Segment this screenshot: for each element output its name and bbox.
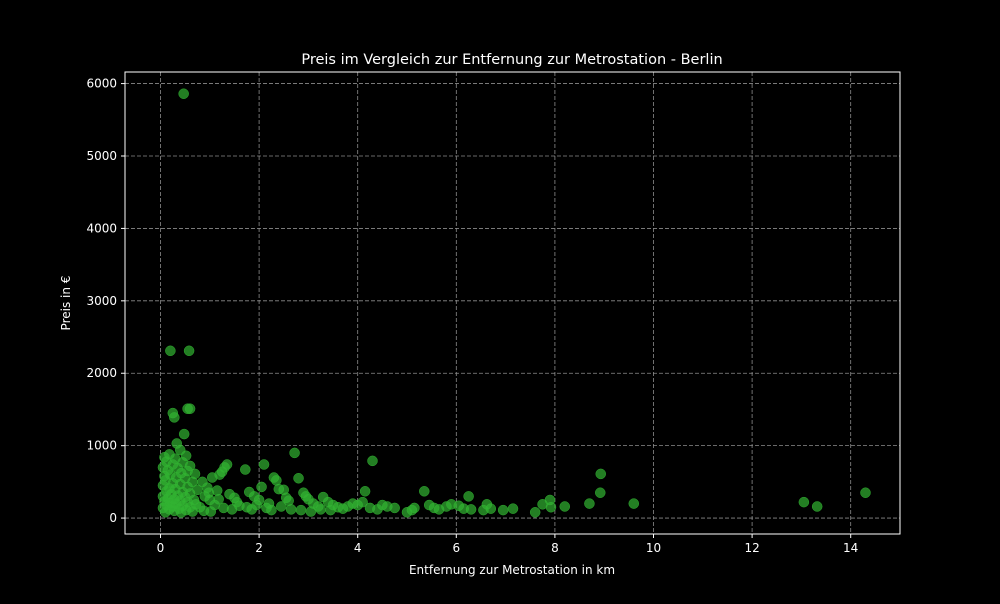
data-point bbox=[545, 501, 557, 513]
data-point bbox=[160, 507, 171, 518]
data-point bbox=[305, 506, 317, 517]
data-point bbox=[497, 504, 509, 516]
data-point bbox=[485, 503, 497, 514]
data-point bbox=[175, 507, 187, 518]
y-tick-label: 4000 bbox=[86, 221, 117, 235]
y-tick-label: 5000 bbox=[86, 149, 117, 163]
data-point bbox=[315, 504, 326, 515]
data-point bbox=[325, 504, 336, 516]
data-point bbox=[295, 504, 307, 516]
data-point bbox=[213, 493, 224, 505]
y-tick-label: 6000 bbox=[86, 77, 117, 91]
data-point bbox=[169, 412, 180, 423]
data-point bbox=[419, 486, 430, 497]
y-tick-label: 1000 bbox=[86, 439, 117, 453]
x-axis-ticks: 0 2 4 6 8 10 12 14 bbox=[157, 534, 858, 555]
x-tick-label: 10 bbox=[646, 541, 661, 555]
grid bbox=[125, 72, 900, 534]
data-point bbox=[367, 455, 378, 467]
data-point bbox=[285, 504, 297, 515]
data-point bbox=[529, 507, 541, 518]
data-point bbox=[798, 496, 810, 508]
x-tick-label: 14 bbox=[843, 541, 858, 555]
data-point bbox=[205, 506, 217, 517]
y-tick-label: 0 bbox=[109, 511, 117, 525]
data-point bbox=[465, 504, 477, 515]
data-point bbox=[276, 501, 287, 512]
data-point bbox=[256, 481, 267, 493]
x-tick-label: 8 bbox=[551, 541, 559, 555]
data-point bbox=[203, 487, 215, 498]
data-point bbox=[178, 428, 190, 440]
data-point bbox=[266, 504, 277, 516]
data-point bbox=[221, 459, 233, 470]
data-point bbox=[183, 345, 195, 357]
data-point bbox=[359, 486, 371, 497]
data-point bbox=[251, 499, 262, 511]
data-point bbox=[178, 88, 189, 99]
y-axis-ticks: 0 1000 2000 3000 4000 5000 6000 bbox=[86, 77, 125, 525]
data-points bbox=[157, 88, 871, 518]
y-tick-label: 3000 bbox=[86, 294, 117, 308]
data-point bbox=[628, 498, 640, 509]
x-tick-label: 4 bbox=[354, 541, 362, 555]
data-point bbox=[218, 502, 229, 514]
data-point bbox=[258, 459, 270, 470]
x-axis-label: Entfernung zur Metrostation in km bbox=[409, 563, 615, 577]
data-point bbox=[595, 468, 606, 480]
data-point bbox=[357, 496, 368, 508]
data-point bbox=[463, 491, 474, 502]
y-tick-label: 2000 bbox=[86, 366, 117, 380]
x-tick-label: 6 bbox=[452, 541, 460, 555]
data-point bbox=[271, 475, 282, 486]
data-point bbox=[584, 498, 595, 509]
data-point bbox=[165, 345, 176, 357]
data-point bbox=[240, 464, 251, 475]
data-point bbox=[595, 487, 606, 498]
data-point bbox=[184, 403, 196, 414]
x-tick-label: 12 bbox=[744, 541, 759, 555]
plot-frame bbox=[124, 71, 901, 535]
y-axis-label: Preis in € bbox=[59, 276, 73, 331]
data-point bbox=[293, 472, 304, 484]
chart-title: Preis im Vergleich zur Entfernung zur Me… bbox=[301, 52, 722, 68]
data-point bbox=[507, 503, 519, 514]
data-point bbox=[559, 501, 571, 512]
data-point bbox=[811, 501, 823, 512]
x-tick-label: 2 bbox=[255, 541, 263, 555]
data-point bbox=[214, 469, 225, 480]
plot-area bbox=[125, 72, 900, 534]
data-point bbox=[860, 487, 871, 498]
data-point bbox=[389, 502, 400, 514]
data-point bbox=[289, 447, 300, 459]
x-tick-label: 0 bbox=[157, 541, 165, 555]
data-point bbox=[409, 502, 420, 514]
